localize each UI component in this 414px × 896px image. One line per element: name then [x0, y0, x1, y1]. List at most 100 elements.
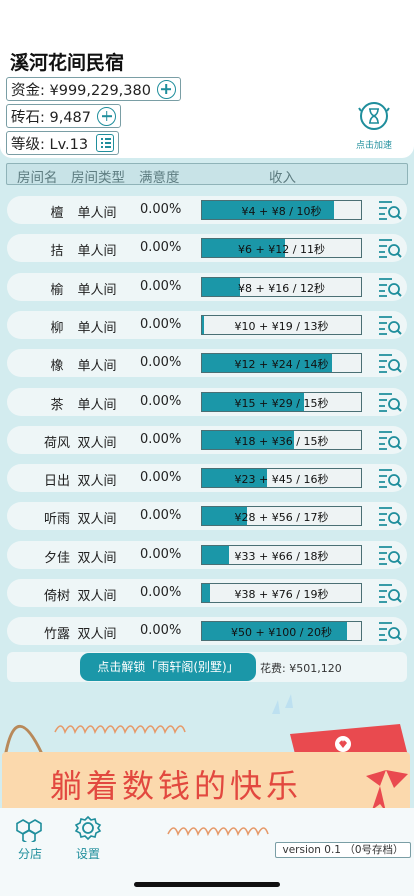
income-progress-fill	[202, 469, 268, 488]
level-label: 等级: Lv.13	[11, 136, 89, 153]
list-search-icon[interactable]	[378, 276, 402, 298]
clock-hourglass-icon	[358, 102, 390, 130]
banner-text: 躺着数钱的快乐	[50, 767, 303, 805]
bricks-display: 砖石: 9,487	[6, 104, 122, 128]
list-search-icon[interactable]	[378, 352, 402, 374]
income-progress-fill	[202, 622, 347, 641]
room-row[interactable]: 檀单人间 0.00% ¥4 + ¥8 / 10秒	[7, 196, 407, 224]
gear-icon	[74, 815, 102, 841]
room-row[interactable]: 榆单人间 0.00% ¥8 + ¥16 / 12秒	[7, 272, 407, 301]
unlock-panel: 点击解锁「雨轩阁(别墅)」 花费: ¥501,120	[7, 652, 407, 682]
room-satisfaction: 0.00%	[140, 316, 182, 332]
income-progress-bar: ¥6 + ¥12 / 11秒	[201, 238, 362, 259]
room-satisfaction: 0.00%	[140, 470, 182, 486]
list-search-icon[interactable]	[378, 467, 402, 489]
list-search-icon[interactable]	[378, 582, 402, 604]
income-progress-bar: ¥23 + ¥45 / 16秒	[201, 468, 362, 489]
income-text: ¥18 + ¥36 / 15秒	[234, 434, 329, 448]
funds-display: 资金: ¥999,229,380	[6, 77, 181, 101]
income-progress-fill	[202, 201, 334, 219]
income-progress-bar: ¥4 + ¥8 / 10秒	[201, 200, 362, 220]
room-satisfaction: 0.00%	[140, 585, 182, 600]
unlock-room-button[interactable]: 点击解锁「雨轩阁(别墅)」	[80, 653, 256, 681]
header-room-type: 房间类型	[71, 170, 125, 186]
room-satisfaction: 0.00%	[140, 431, 182, 447]
header-income: 收入	[269, 170, 296, 186]
header-room-name: 房间名	[17, 170, 58, 186]
room-name: 檀	[50, 206, 64, 221]
home-indicator[interactable]	[134, 882, 280, 887]
room-row[interactable]: 拮单人间 0.00% ¥6 + ¥12 / 11秒	[7, 234, 407, 263]
income-progress-bar: ¥33 + ¥66 / 18秒	[201, 544, 362, 565]
list-search-icon[interactable]	[378, 620, 402, 642]
room-row[interactable]: 荷风 双人间 0.00% ¥18 + ¥36 / 15秒	[7, 425, 407, 454]
header-satisfaction: 满意度	[139, 170, 180, 186]
room-row[interactable]: 竹露 双人间 0.00% ¥50 + ¥100 / 20秒	[7, 617, 407, 646]
level-display: 等级: Lv.13	[6, 131, 120, 155]
income-progress-fill	[202, 545, 230, 564]
nav-branch-label: 分店	[17, 847, 42, 861]
list-search-icon[interactable]	[378, 199, 402, 221]
speed-up-button[interactable]: 点击加速	[352, 100, 396, 151]
hexagons-icon	[16, 819, 42, 845]
funds-label: 资金: ¥999,229,380	[11, 82, 151, 99]
room-row[interactable]: 日出 双人间 0.00% ¥23 + ¥45 / 16秒	[7, 464, 407, 493]
income-text: ¥6 + ¥12 / 11秒	[238, 243, 325, 257]
income-text: ¥38 + ¥76 / 19秒	[234, 588, 329, 601]
income-progress-fill	[202, 354, 333, 373]
room-row[interactable]: 倚树 双人间 0.00% ¥38 + ¥76 / 19秒	[7, 579, 407, 607]
nav-branch[interactable]: 分店	[10, 818, 50, 862]
room-satisfaction: 0.00%	[140, 278, 182, 294]
income-text: ¥28 + ¥56 / 17秒	[234, 511, 329, 525]
bricks-label: 砖石: 9,487	[11, 109, 92, 126]
income-progress-bar: ¥50 + ¥100 / 20秒	[201, 621, 362, 642]
income-text: ¥50 + ¥100 / 20秒	[231, 626, 332, 640]
room-row[interactable]: 夕佳 双人间 0.00% ¥33 + ¥66 / 18秒	[7, 540, 407, 569]
room-name: 听雨	[43, 512, 70, 528]
table-header: 房间名 房间类型 满意度 收入	[6, 163, 408, 186]
income-progress-fill	[202, 507, 247, 526]
income-progress-fill	[202, 239, 285, 258]
room-satisfaction: 0.00%	[140, 202, 182, 217]
list-search-icon[interactable]	[378, 237, 402, 259]
income-text: ¥4 + ¥8 / 10秒	[241, 205, 322, 218]
room-satisfaction: 0.00%	[140, 240, 182, 256]
income-progress-fill	[202, 392, 304, 411]
add-funds-icon[interactable]	[156, 79, 176, 99]
room-row[interactable]: 听雨 双人间 0.00% ¥28 + ¥56 / 17秒	[7, 502, 407, 531]
add-bricks-icon[interactable]	[97, 106, 117, 126]
income-text: ¥10 + ¥19 / 13秒	[234, 319, 329, 333]
room-name: 柳	[50, 320, 64, 336]
unlock-cost: 花费: ¥501,120	[260, 662, 342, 675]
room-name: 日出	[43, 474, 70, 490]
room-name: 橡	[50, 359, 64, 375]
room-satisfaction: 0.00%	[140, 355, 182, 371]
room-satisfaction: 0.00%	[140, 623, 182, 639]
list-search-icon[interactable]	[378, 505, 402, 527]
room-row[interactable]: 橡单人间 0.00% ¥12 + ¥24 / 14秒	[7, 349, 407, 378]
banner: 躺着数钱的快乐	[2, 752, 410, 814]
level-list-icon[interactable]	[96, 134, 115, 152]
room-row[interactable]: 茶单人间 0.00% ¥15 + ¥29 / 15秒	[7, 387, 407, 416]
room-type: 单人间	[77, 397, 117, 413]
bow-icon	[366, 770, 408, 812]
income-progress-bar: ¥38 + ¥76 / 19秒	[201, 583, 362, 603]
list-search-icon[interactable]	[378, 391, 402, 413]
income-progress-fill	[202, 430, 295, 449]
page-title: 溪河花间民宿	[10, 52, 125, 74]
income-text: ¥8 + ¥16 / 12秒	[238, 281, 325, 295]
income-progress-bar: ¥12 + ¥24 / 14秒	[201, 353, 362, 374]
room-type: 单人间	[77, 359, 117, 375]
room-name: 拮	[50, 244, 64, 260]
nav-settings[interactable]: 设置	[68, 814, 108, 862]
room-type: 双人间	[77, 435, 117, 451]
list-search-icon[interactable]	[378, 314, 402, 336]
list-search-icon[interactable]	[378, 429, 402, 451]
room-row[interactable]: 柳单人间 0.00% ¥10 + ¥19 / 13秒	[7, 310, 407, 339]
room-type: 单人间	[77, 206, 117, 221]
room-satisfaction: 0.00%	[140, 393, 182, 409]
list-search-icon[interactable]	[378, 544, 402, 566]
income-text: ¥15 + ¥29 / 15秒	[234, 396, 329, 410]
room-name: 倚树	[43, 589, 70, 604]
room-type: 单人间	[77, 320, 117, 336]
